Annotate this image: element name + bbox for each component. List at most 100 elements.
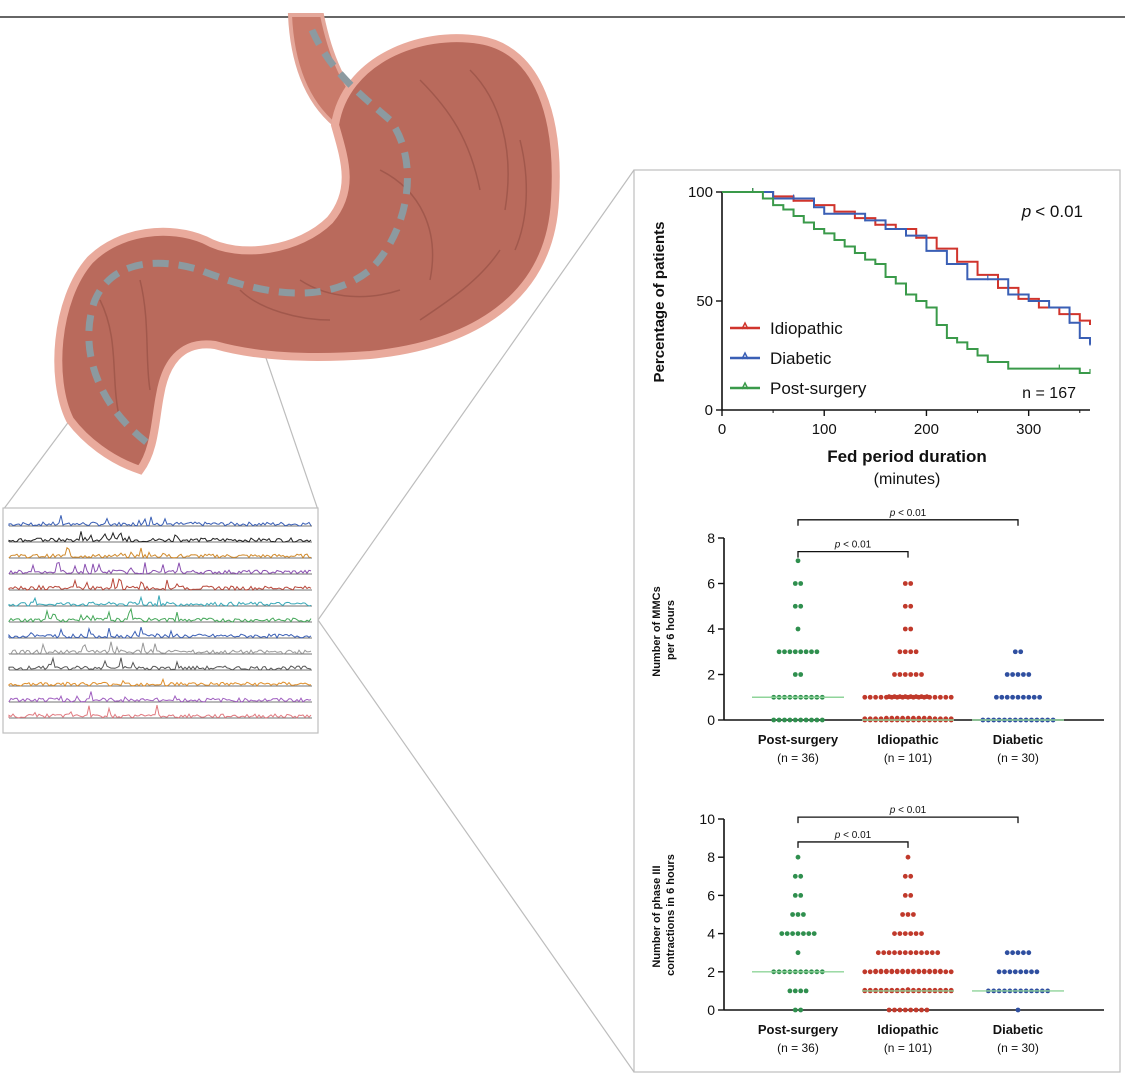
mmc-dot-post-surgery <box>782 649 787 655</box>
mmc-dot-idiopathic <box>919 672 924 677</box>
charts-panel <box>633 169 1121 1073</box>
mmc-dot-post-surgery <box>798 672 804 677</box>
phase3-category-label: Post-surgery <box>758 1022 839 1037</box>
mmc-dot-post-surgery <box>792 672 798 677</box>
phase3-dot-post-surgery <box>787 988 793 994</box>
survival-series-diabetic <box>722 191 1091 345</box>
phase3-dot-idiopathic <box>902 931 908 936</box>
connector-lines <box>2 169 635 1073</box>
manometry-traces <box>8 515 312 719</box>
mmc-ytick-label: 4 <box>707 621 715 637</box>
phase3-dot-idiopathic <box>897 931 903 936</box>
mmc-dot-idiopathic <box>902 626 908 632</box>
phase3-dot-idiopathic <box>921 968 927 974</box>
trace-3 <box>8 561 312 575</box>
mmc-dot-diabetic <box>994 694 999 700</box>
phase3-ytick-label: 4 <box>707 926 715 942</box>
mmc-comparison-bracket <box>797 519 1019 526</box>
mmc-dot-post-surgery <box>792 717 798 723</box>
mmc-dot-diabetic <box>1026 672 1032 677</box>
phase3-dot-idiopathic <box>935 950 941 956</box>
mmc-dot-post-surgery <box>792 649 798 655</box>
phase3-category-n: (n = 101) <box>884 1041 932 1055</box>
mmc-dot-idiopathic <box>862 694 868 700</box>
mmc-dot-idiopathic <box>902 603 908 609</box>
phase3-dot-post-surgery <box>792 1007 798 1013</box>
mmc-dot-post-surgery <box>792 581 798 586</box>
survival-p-annotation: p < 0.01 <box>1021 202 1083 221</box>
phase3-dot-diabetic <box>1034 969 1040 975</box>
phase3-dot-idiopathic <box>905 854 911 860</box>
mmc-dot-post-surgery <box>776 649 782 655</box>
mmc-dot-diabetic <box>1015 672 1021 677</box>
mmc-category-label: Post-surgery <box>758 732 839 747</box>
phase3-dot-idiopathic <box>905 912 911 917</box>
phase3-ylabel-line2: contractions in 6 hours <box>665 854 677 976</box>
mmc-dot-post-surgery <box>814 649 820 655</box>
phase3-ytick-label: 0 <box>707 1002 715 1018</box>
survival-xlabel: Fed period duration <box>827 447 987 466</box>
phase3-dot-post-surgery <box>795 931 801 936</box>
legend-label-idiopathic: Idiopathic <box>770 319 843 338</box>
phase3-dot-idiopathic <box>911 968 916 974</box>
mmc-dot-idiopathic <box>948 694 954 700</box>
mmc-category-label: Idiopathic <box>877 732 938 747</box>
mmc-dot-idiopathic <box>902 672 908 677</box>
manometry-catheter <box>85 28 411 448</box>
survival-xtick-label: 0 <box>718 421 726 438</box>
phase3-dot-idiopathic <box>889 968 895 974</box>
phase3-dot-post-surgery <box>790 912 795 917</box>
phase3-dot-post-surgery <box>811 931 817 936</box>
phase3-dot-idiopathic <box>902 1007 908 1013</box>
mmc-dot-post-surgery <box>787 717 793 723</box>
mmc-dot-idiopathic <box>867 694 873 700</box>
mmc-dot-idiopathic <box>902 649 908 655</box>
phase3-dot-post-surgery <box>801 912 806 917</box>
phase3-ylabel: Number of phase III contractions in 6 ho… <box>651 854 677 976</box>
phase3-dot-post-surgery <box>795 950 801 956</box>
mmc-comparison-p: p <box>834 540 841 551</box>
mmc-dot-diabetic <box>1018 649 1024 655</box>
phase3-dot-post-surgery <box>784 931 790 936</box>
mmc-dot-diabetic <box>1021 694 1026 700</box>
trace-7 <box>8 626 312 639</box>
phase3-comparison-p: p <box>889 805 896 816</box>
trace-6 <box>8 607 312 623</box>
legend-label-post-surgery: Post-surgery <box>770 379 867 398</box>
phase3-dot-post-surgery <box>798 988 804 994</box>
mmc-dot-post-surgery <box>809 717 814 723</box>
mmc-dot-post-surgery <box>803 649 809 655</box>
phase3-dot-idiopathic <box>886 950 892 956</box>
phase3-dot-idiopathic <box>897 1007 903 1013</box>
mmc-dot-idiopathic <box>943 694 949 700</box>
survival-xlabel-sub: (minutes) <box>874 471 941 488</box>
phase3-dot-idiopathic <box>913 1007 919 1013</box>
phase3-dot-idiopathic <box>927 968 932 974</box>
mmc-dot-post-surgery <box>814 717 820 723</box>
mmc-dot-post-surgery <box>798 649 804 655</box>
survival-xtick-label: 200 <box>914 421 939 438</box>
phase3-dot-diabetic <box>1015 1007 1021 1013</box>
phase3-dot-idiopathic <box>908 873 914 879</box>
mmc-dot-post-surgery <box>798 581 804 586</box>
legend-marker <box>741 381 749 390</box>
phase3-ytick-label: 6 <box>707 887 715 903</box>
mmc-comparison-label: p < 0.01 <box>834 540 872 551</box>
mmc-dot-idiopathic <box>908 581 914 586</box>
mmc-dot-diabetic <box>999 694 1005 700</box>
phase3-dot-idiopathic <box>919 950 924 956</box>
phase3-dot-idiopathic <box>900 912 905 917</box>
mmc-ylabel-line1: Number of MMCs <box>651 586 663 676</box>
phase3-dot-idiopathic <box>932 968 938 974</box>
phase3-dot-idiopathic <box>929 950 935 956</box>
phase3-dotplot: Number of phase III contractions in 6 ho… <box>651 805 1104 1055</box>
mmc-comparison-p: p <box>889 508 896 519</box>
phase3-comparison-bracket <box>797 816 1019 824</box>
phase3-dot-idiopathic <box>948 969 954 975</box>
mmc-dot-post-surgery <box>795 626 801 632</box>
phase3-ytick-label: 2 <box>707 964 715 980</box>
trace-12 <box>8 704 312 719</box>
phase3-dot-idiopathic <box>900 968 905 974</box>
phase3-comparison-value: < 0.01 <box>840 830 871 841</box>
mmc-dot-post-surgery <box>809 649 814 655</box>
